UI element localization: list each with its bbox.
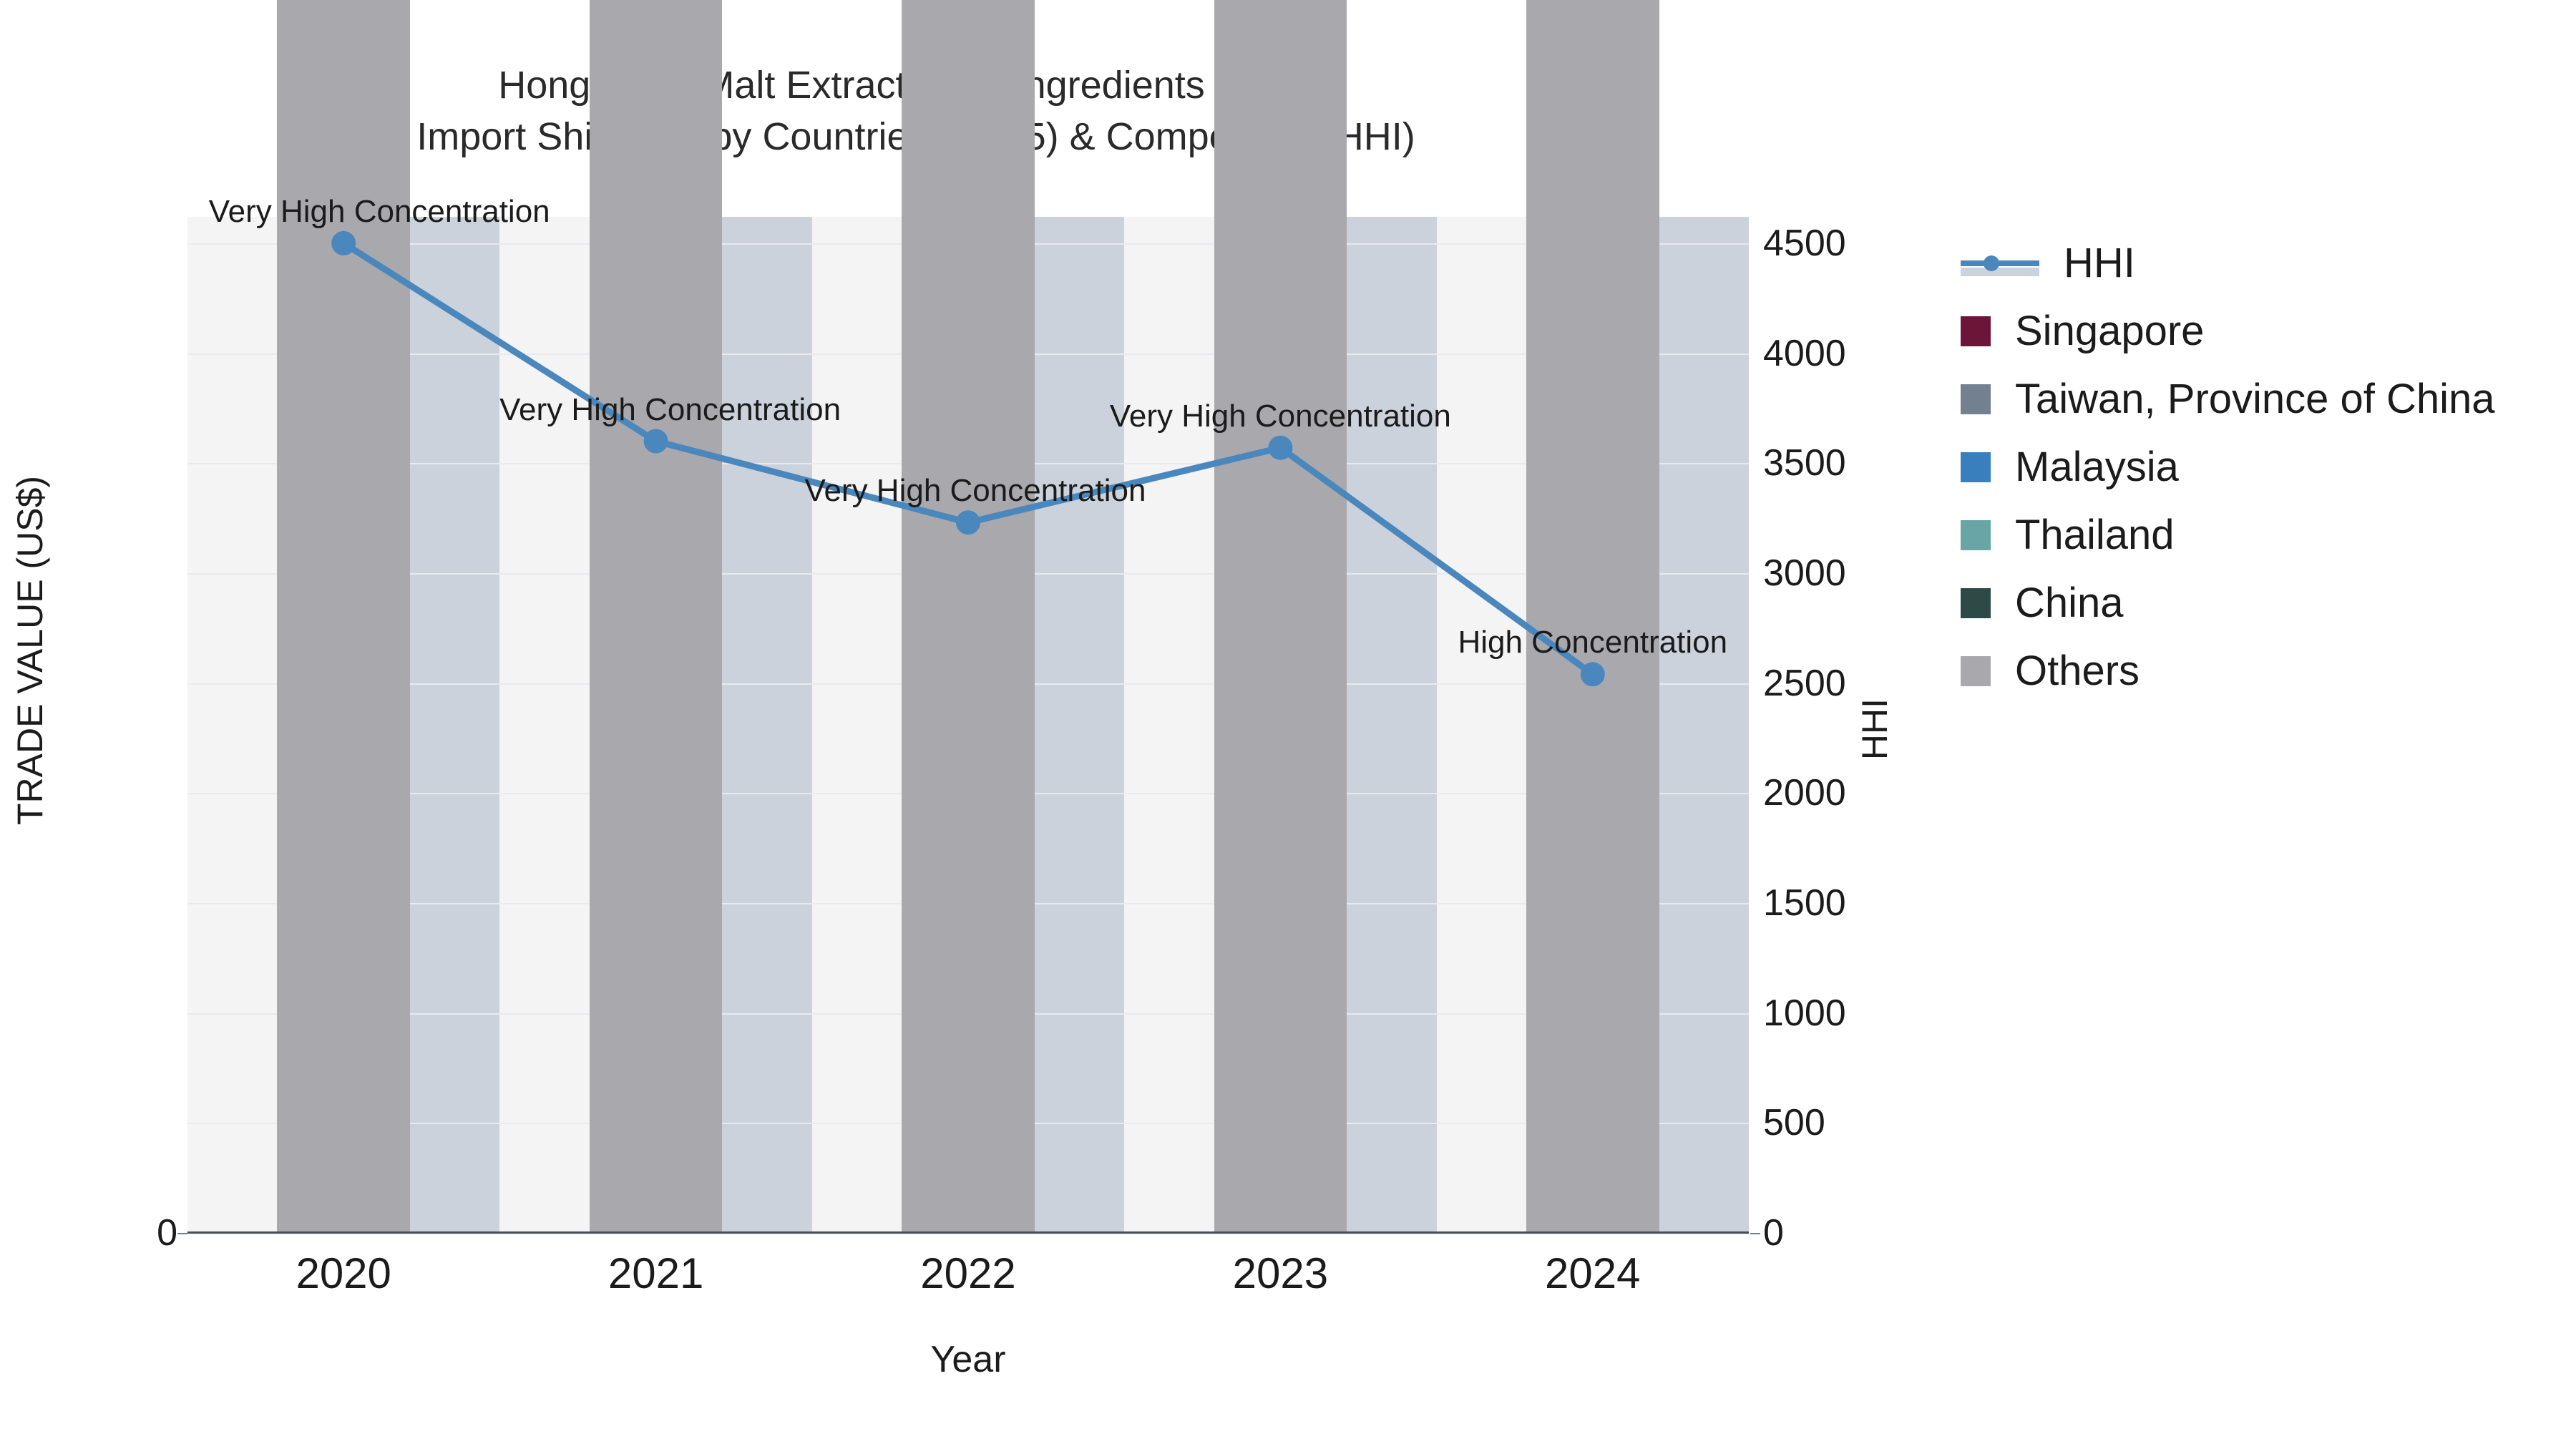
legend-item[interactable]: Taiwan, Province of China xyxy=(1961,365,2495,433)
y-axis-right-tick-label: 0 xyxy=(1763,1212,1784,1254)
legend-swatch-icon xyxy=(1961,519,1991,550)
x-axis-tick-label: 2022 xyxy=(920,1249,1016,1297)
legend-swatch-icon xyxy=(1961,655,1991,686)
bar-stack[interactable] xyxy=(902,0,1035,1233)
bar-stack[interactable] xyxy=(277,0,410,1233)
legend-line-icon xyxy=(1961,248,2039,278)
bar-stack[interactable] xyxy=(1526,0,1659,1233)
y-axis-left-tickmark xyxy=(177,1233,187,1234)
legend-swatch-icon xyxy=(1961,384,1991,414)
legend-item[interactable]: Others xyxy=(1961,637,2495,705)
legend-swatch-icon xyxy=(1961,452,1991,482)
chart-legend: HHI Singapore Taiwan, Province of China Mal… xyxy=(1961,229,2495,705)
concentration-annotation: High Concentration xyxy=(1458,625,1728,660)
bar-segment[interactable] xyxy=(1526,0,1659,1233)
y-axis-right-tick-label: 1500 xyxy=(1763,882,1846,924)
concentration-annotation: Very High Concentration xyxy=(208,193,550,229)
legend-area-icon xyxy=(1961,267,2039,276)
x-axis-tick-label: 2024 xyxy=(1545,1249,1641,1297)
concentration-annotation: Very High Concentration xyxy=(1109,398,1451,434)
bar-segment[interactable] xyxy=(277,0,410,1233)
legend-item[interactable]: Singapore xyxy=(1961,297,2495,365)
legend-marker-icon xyxy=(1984,255,1999,271)
concentration-annotation: Very High Concentration xyxy=(804,473,1146,509)
y-axis-right-tick-label: 1000 xyxy=(1763,992,1846,1034)
legend-swatch-icon xyxy=(1961,316,1991,346)
legend-item-label: Malaysia xyxy=(2015,444,2179,490)
x-axis-line xyxy=(187,1231,1749,1234)
y-axis-left-tick-label: 0 xyxy=(157,1212,177,1254)
bar-stack[interactable] xyxy=(1214,0,1347,1233)
y-axis-right-title: HHI xyxy=(1855,698,1895,761)
y-axis-right-tickmark xyxy=(1750,1233,1760,1234)
x-axis-tick-label: 2020 xyxy=(296,1249,391,1297)
legend-item-label: Others xyxy=(2015,648,2140,694)
legend-item[interactable]: Malaysia xyxy=(1961,433,2495,501)
legend-swatch-icon xyxy=(1961,587,1991,618)
legend-item-label: Singapore xyxy=(2015,308,2205,354)
bar-segment[interactable] xyxy=(1214,0,1347,1233)
legend-item-label: Thailand xyxy=(2015,512,2175,558)
y-axis-right-tick-label: 4500 xyxy=(1763,222,1846,264)
x-axis-tick-label: 2023 xyxy=(1232,1249,1329,1297)
plot-area xyxy=(187,0,1749,1234)
bar-segment[interactable] xyxy=(902,0,1035,1233)
y-axis-left-title: TRADE VALUE (US$) xyxy=(10,475,50,826)
x-axis-title: Year xyxy=(930,1339,1006,1380)
bar-segment[interactable] xyxy=(589,0,723,1233)
y-axis-right-tick-label: 2500 xyxy=(1763,662,1846,704)
legend-item[interactable]: Thailand xyxy=(1961,501,2495,569)
legend-item[interactable]: China xyxy=(1961,569,2495,637)
concentration-annotation: Very High Concentration xyxy=(499,391,841,427)
bar-stack[interactable] xyxy=(589,0,723,1233)
y-axis-right-tick-label: 3500 xyxy=(1763,442,1846,484)
legend-item-label: HHI xyxy=(2064,240,2135,286)
legend-stroke-icon xyxy=(1961,260,2039,266)
y-axis-right-tick-label: 3000 xyxy=(1763,552,1846,594)
y-axis-right: 0 500 1000 1500 2000 2500 3000 3500 4000 4500 xyxy=(1762,0,1948,1449)
y-axis-right-tick-label: 2000 xyxy=(1763,772,1846,814)
legend-item-label: Taiwan, Province of China xyxy=(2015,376,2495,422)
y-axis-right-tick-label: 4000 xyxy=(1763,332,1846,374)
gridline xyxy=(187,1233,1749,1234)
y-axis-right-tick-label: 500 xyxy=(1763,1102,1825,1144)
x-axis-tick-label: 2021 xyxy=(608,1249,704,1297)
y-axis-left: 02M4M6M8M10M12M xyxy=(0,0,179,1449)
legend-item[interactable]: HHI xyxy=(1961,229,2495,297)
legend-item-label: China xyxy=(2015,580,2124,626)
